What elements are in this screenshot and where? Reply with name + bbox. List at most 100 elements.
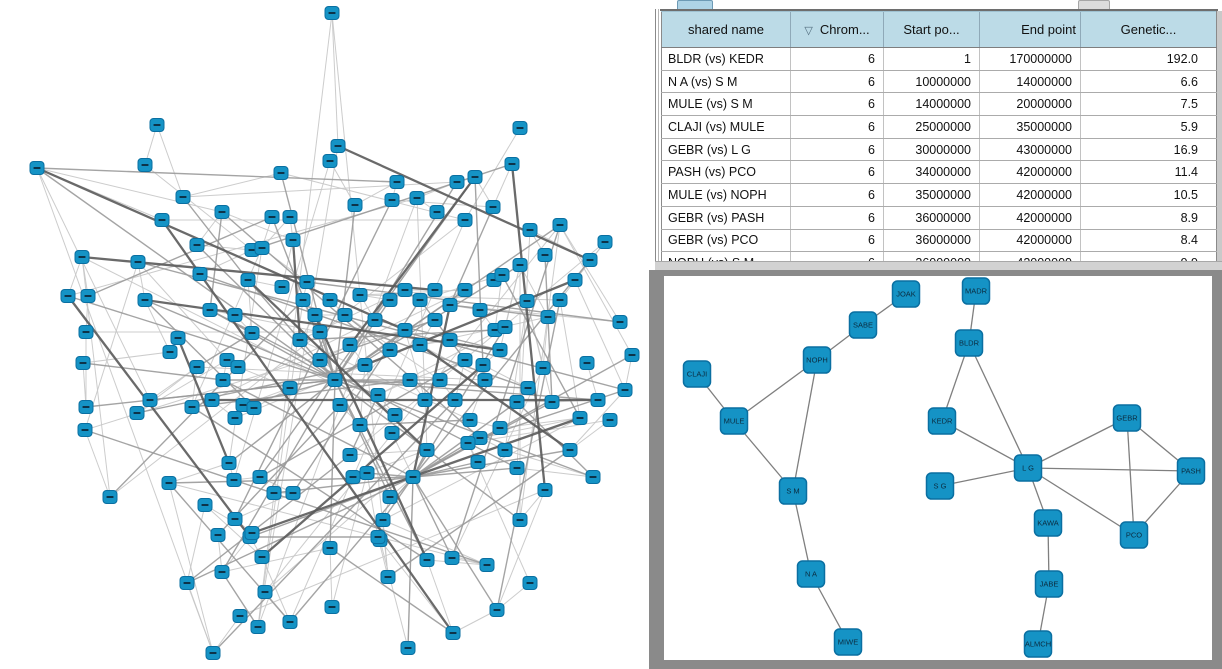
network-node[interactable]: [205, 646, 221, 660]
table-row[interactable]: BLDR (vs) KEDR 6 1 170000000 192.0: [661, 47, 1217, 71]
network-node[interactable]: [419, 443, 435, 457]
network-node[interactable]: [60, 289, 76, 303]
network-node[interactable]: [202, 303, 218, 317]
value-cell[interactable]: 8.9: [1080, 206, 1217, 230]
network-node[interactable]: [352, 418, 368, 432]
network-node[interactable]: [345, 470, 361, 484]
network-node[interactable]: [497, 443, 513, 457]
horizontal-scrollbar[interactable]: [655, 261, 1222, 271]
value-cell[interactable]: 6.6: [1080, 70, 1217, 94]
network-node[interactable]: [497, 320, 513, 334]
network-node[interactable]: [485, 200, 501, 214]
network-node[interactable]: [427, 313, 443, 327]
network-node[interactable]: [324, 6, 340, 20]
value-cell[interactable]: 5.9: [1080, 115, 1217, 139]
network-node[interactable]: [129, 406, 145, 420]
network-node[interactable]: [189, 238, 205, 252]
network-node[interactable]: [470, 455, 486, 469]
network-node[interactable]: [154, 213, 170, 227]
network-node[interactable]: [74, 250, 90, 264]
value-cell[interactable]: 34000000: [883, 160, 980, 185]
value-cell[interactable]: 6: [790, 115, 884, 139]
value-cell[interactable]: 6: [790, 138, 884, 162]
column-header[interactable]: Genetic...: [1080, 11, 1217, 48]
network-node[interactable]: [467, 170, 483, 184]
shared-name-cell[interactable]: PASH (vs) PCO: [661, 160, 791, 185]
network-node[interactable]: [78, 325, 94, 339]
network-node[interactable]: [214, 565, 230, 579]
shared-name-cell[interactable]: GEBR (vs) L G: [661, 138, 791, 162]
network-node[interactable]: [227, 411, 243, 425]
value-cell[interactable]: 14000000: [883, 92, 980, 117]
network-node[interactable]: [617, 383, 633, 397]
network-node[interactable]: [582, 253, 598, 267]
network-node[interactable]: [204, 393, 220, 407]
network-node[interactable]: [397, 323, 413, 337]
network-node[interactable]: [375, 513, 391, 527]
network-node[interactable]: [322, 293, 338, 307]
network-node[interactable]: [572, 411, 588, 425]
subnetwork-node[interactable]: SABE: [848, 311, 878, 339]
network-node[interactable]: [585, 470, 601, 484]
network-node[interactable]: [77, 423, 93, 437]
subnetwork-node[interactable]: MIWE: [833, 628, 863, 656]
network-node[interactable]: [244, 326, 260, 340]
column-header[interactable]: ▽ Chrom...: [790, 11, 884, 48]
network-node[interactable]: [512, 121, 528, 135]
network-node[interactable]: [282, 615, 298, 629]
value-cell[interactable]: 42000000: [979, 206, 1081, 230]
network-node[interactable]: [215, 373, 231, 387]
network-node[interactable]: [285, 233, 301, 247]
subnetwork-node[interactable]: S M: [778, 477, 808, 505]
value-cell[interactable]: 14000000: [979, 70, 1081, 94]
subnetwork-node[interactable]: JABE: [1034, 570, 1064, 598]
network-node[interactable]: [162, 345, 178, 359]
network-node[interactable]: [170, 331, 186, 345]
shared-name-cell[interactable]: GEBR (vs) PASH: [661, 206, 791, 230]
network-node[interactable]: [412, 338, 428, 352]
column-header[interactable]: Start po...: [883, 11, 980, 48]
network-node[interactable]: [370, 530, 386, 544]
network-node[interactable]: [460, 436, 476, 450]
network-node[interactable]: [535, 361, 551, 375]
subnetwork-canvas[interactable]: JOAK SABE NOPH CLAJI MULE S M N A MIWE MADR BLDR K…: [664, 276, 1212, 660]
network-node[interactable]: [579, 356, 595, 370]
network-node[interactable]: [250, 620, 266, 634]
network-node[interactable]: [179, 576, 195, 590]
value-cell[interactable]: 1: [883, 47, 980, 71]
network-node[interactable]: [252, 470, 268, 484]
network-node[interactable]: [504, 157, 520, 171]
network-node[interactable]: [537, 483, 553, 497]
network-node[interactable]: [387, 408, 403, 422]
subnetwork-node[interactable]: KEDR: [927, 407, 957, 435]
network-node[interactable]: [612, 315, 628, 329]
network-node[interactable]: [597, 235, 613, 249]
network-node[interactable]: [477, 373, 493, 387]
network-node[interactable]: [544, 395, 560, 409]
table-row[interactable]: MULE (vs) NOPH 6 35000000 42000000 10.5: [661, 183, 1217, 207]
value-cell[interactable]: 36000000: [883, 206, 980, 230]
subnetwork-node[interactable]: CLAJI: [682, 360, 712, 388]
network-node[interactable]: [512, 258, 528, 272]
value-cell[interactable]: 42000000: [979, 183, 1081, 207]
network-node[interactable]: [274, 280, 290, 294]
network-node[interactable]: [230, 360, 246, 374]
network-node[interactable]: [299, 275, 315, 289]
shared-name-cell[interactable]: BLDR (vs) KEDR: [661, 47, 791, 71]
value-cell[interactable]: 16.9: [1080, 138, 1217, 162]
network-node[interactable]: [382, 293, 398, 307]
network-node[interactable]: [266, 486, 282, 500]
network-node[interactable]: [357, 358, 373, 372]
value-cell[interactable]: 42000000: [979, 160, 1081, 185]
network-node[interactable]: [382, 343, 398, 357]
network-node[interactable]: [246, 401, 262, 415]
network-node[interactable]: [257, 585, 273, 599]
value-cell[interactable]: 6: [790, 229, 884, 253]
network-node[interactable]: [479, 558, 495, 572]
network-node[interactable]: [384, 426, 400, 440]
shared-name-cell[interactable]: MULE (vs) NOPH: [661, 183, 791, 207]
network-node[interactable]: [307, 308, 323, 322]
network-node[interactable]: [494, 268, 510, 282]
network-node[interactable]: [509, 461, 525, 475]
network-node[interactable]: [292, 333, 308, 347]
